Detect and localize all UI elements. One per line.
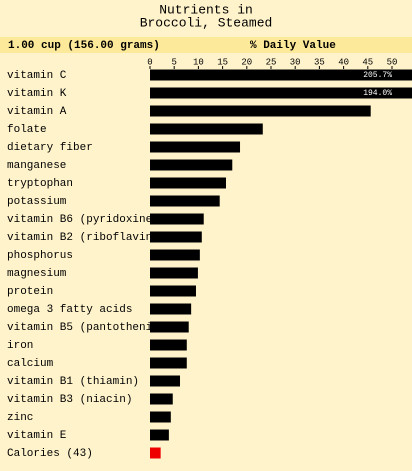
category-label: calcium: [7, 358, 54, 370]
category-label: Calories (43): [7, 448, 93, 460]
bar: [150, 303, 192, 315]
x-tick-label: 0: [147, 57, 152, 67]
bar: [150, 429, 169, 441]
category-label: vitamin B2 (riboflavin): [7, 232, 159, 244]
bar: [150, 375, 181, 387]
category-label: manganese: [7, 160, 66, 172]
bar: [150, 267, 198, 279]
category-label: omega 3 fatty acids: [7, 304, 132, 316]
bar: [150, 141, 241, 153]
bar: [150, 195, 220, 207]
bars: [150, 69, 412, 459]
category-label: potassium: [7, 196, 67, 208]
category-label: vitamin K: [7, 88, 67, 100]
bar: [150, 87, 412, 99]
bar: [150, 69, 412, 81]
category-label: vitamin B3 (niacin): [7, 394, 132, 406]
category-label: zinc: [7, 412, 33, 424]
category-label: vitamin B6 (pyridoxine): [7, 214, 159, 226]
category-label: vitamin A: [7, 106, 67, 118]
bar: [150, 231, 202, 243]
category-label: vitamin B5 (pantothenic: [7, 322, 159, 334]
bar: [150, 213, 204, 225]
bar: [150, 321, 189, 333]
x-tick-label: 25: [266, 57, 277, 67]
x-axis-label: % Daily Value: [250, 40, 336, 52]
category-label: phosphorus: [7, 250, 73, 262]
category-label: tryptophan: [7, 178, 73, 190]
bar: [150, 393, 173, 405]
bar: [150, 249, 200, 261]
x-tick-label: 30: [290, 57, 301, 67]
bar: [150, 105, 371, 117]
x-tick-label: 50: [387, 57, 398, 67]
chart-title: Broccoli, Steamed: [140, 15, 273, 30]
x-tick-label: 5: [171, 57, 176, 67]
bar: [150, 447, 161, 459]
bar: [150, 177, 226, 189]
x-tick-label: 40: [338, 57, 349, 67]
bar: [150, 357, 187, 369]
category-label: folate: [7, 124, 47, 136]
bar: [150, 285, 196, 297]
header-band: [0, 37, 412, 53]
category-label: iron: [7, 340, 33, 352]
x-tick-label: 45: [362, 57, 373, 67]
x-tick-label: 35: [314, 57, 325, 67]
bar: [150, 339, 187, 351]
x-tick-label: 10: [193, 57, 204, 67]
bar: [150, 123, 263, 135]
bar: [150, 159, 233, 171]
bar: [150, 411, 171, 423]
category-label: magnesium: [7, 268, 67, 280]
category-label: vitamin B1 (thiamin): [7, 376, 139, 388]
category-label: dietary fiber: [7, 142, 93, 154]
category-label: protein: [7, 286, 53, 298]
chart-title: Nutrients in: [159, 2, 253, 17]
serving: 1.00 cup (156.00 grams): [8, 40, 160, 52]
x-tick-label: 15: [217, 57, 228, 67]
category-label: vitamin C: [7, 70, 67, 82]
category-label: vitamin E: [7, 430, 67, 442]
value-label: 194.0%: [363, 89, 392, 98]
x-tick-label: 20: [241, 57, 252, 67]
value-label: 205.7%: [363, 71, 392, 80]
